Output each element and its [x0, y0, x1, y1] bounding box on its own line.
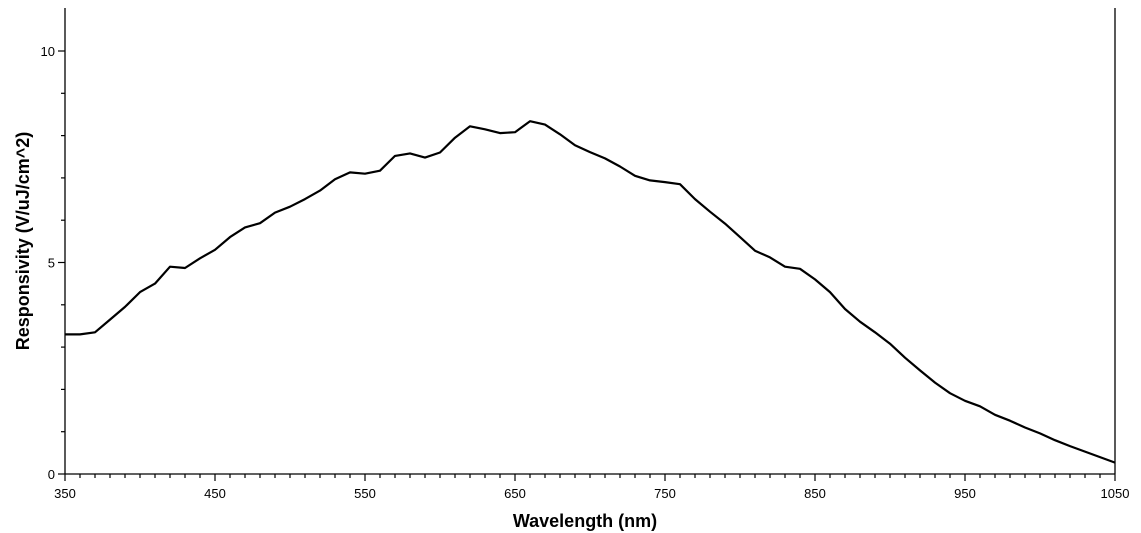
x-tick-label: 450 — [204, 486, 226, 501]
x-tick-label: 350 — [54, 486, 76, 501]
y-tick-label: 0 — [48, 467, 55, 482]
x-tick-label: 750 — [654, 486, 676, 501]
x-tick-label: 1050 — [1101, 486, 1130, 501]
responsivity-series-line — [65, 120, 1116, 464]
series-group — [65, 120, 1116, 464]
x-axis-title: Wavelength (nm) — [513, 511, 657, 531]
x-tick-label: 850 — [804, 486, 826, 501]
y-tick-label: 10 — [41, 44, 55, 59]
tick-labels: 350 450 550 650 750 850 950 1050 0 5 10 — [41, 44, 1130, 501]
x-tick-label: 550 — [354, 486, 376, 501]
ticks — [58, 50, 1116, 481]
axes — [64, 8, 1116, 475]
x-tick-label: 950 — [954, 486, 976, 501]
y-tick-label: 5 — [48, 256, 55, 271]
y-axis-title: Responsivity (V/uJ/cm^2) — [13, 132, 33, 351]
x-tick-label: 650 — [504, 486, 526, 501]
